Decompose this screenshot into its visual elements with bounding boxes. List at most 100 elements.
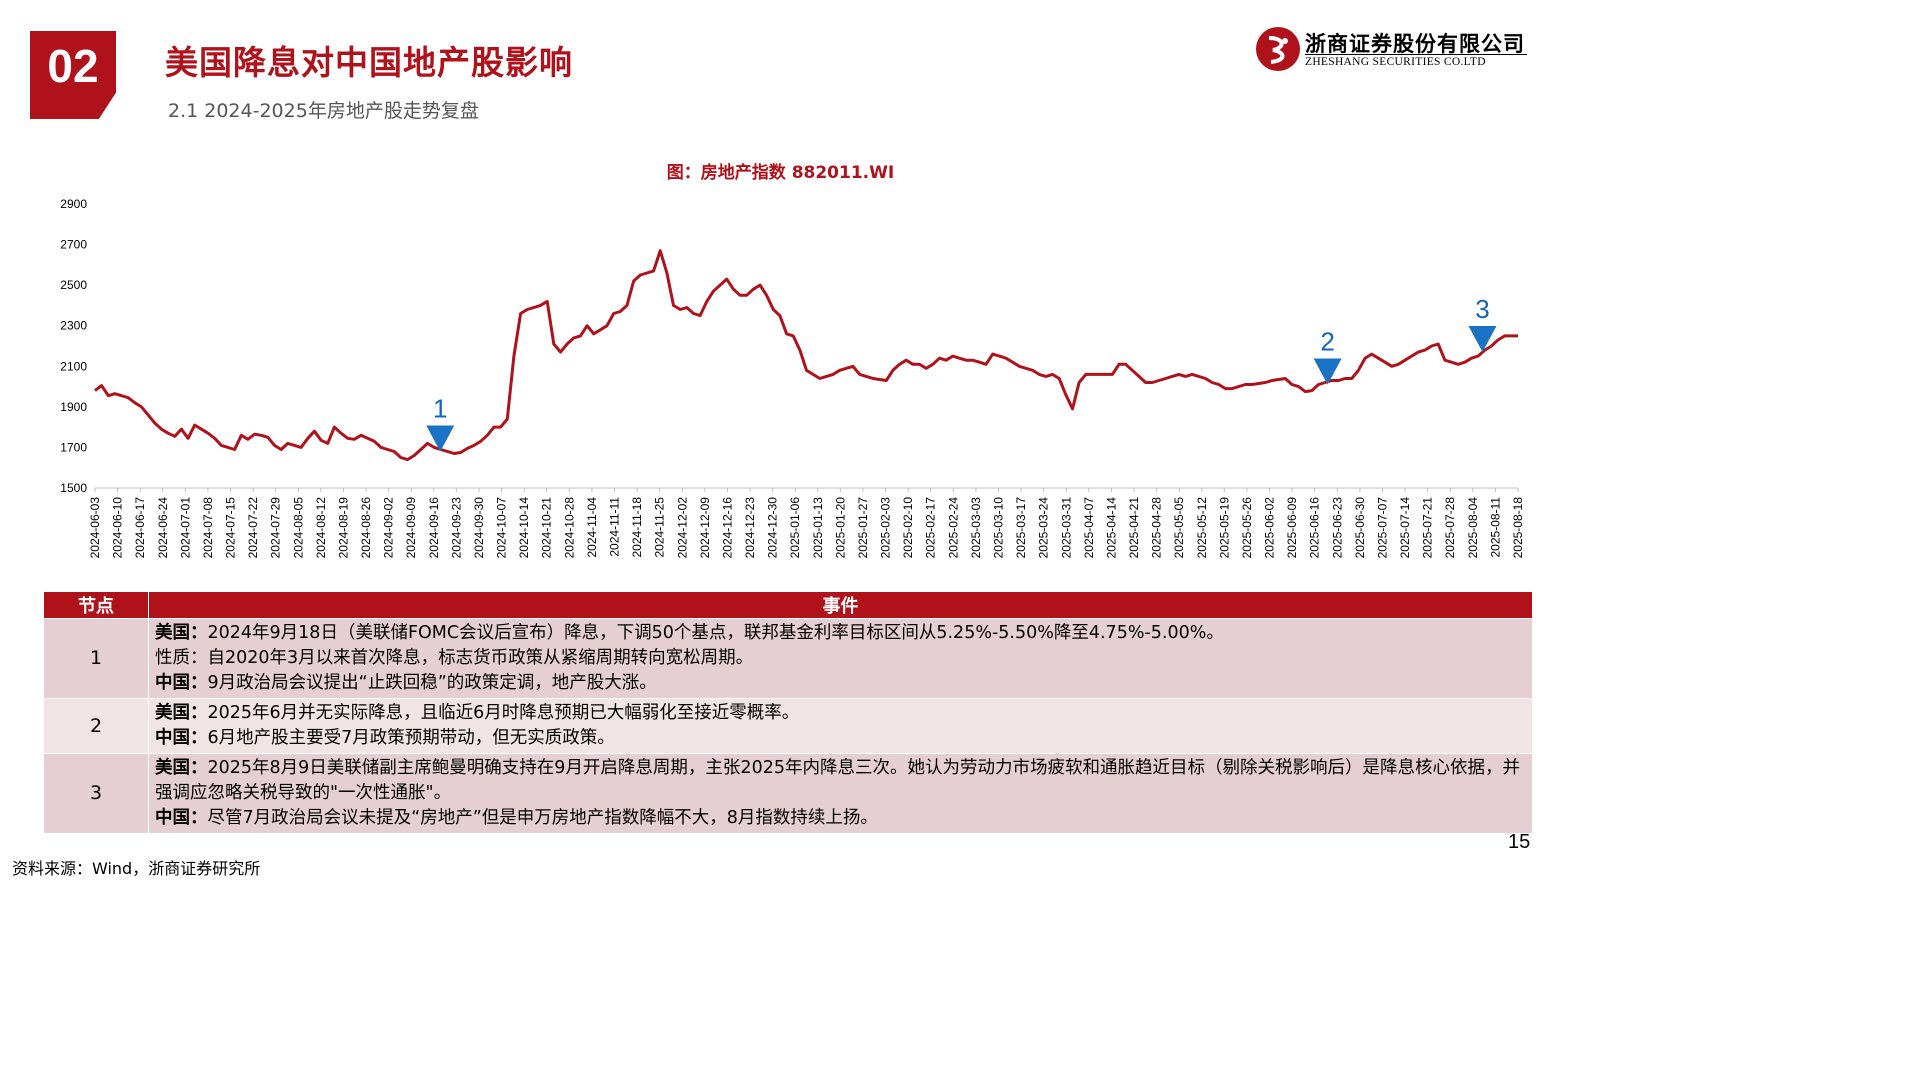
x-tick-label: 2025-01-06 <box>788 497 802 559</box>
event-line: 美国：2025年6月并无实际降息，且临近6月时降息预期已大幅弱化至接近零概率。 <box>155 701 1524 726</box>
event-line: 性质：自2020年3月以来首次降息，标志货币政策从紧缩周期转向宽松周期。 <box>155 646 1524 671</box>
x-tick-label: 2025-06-30 <box>1353 497 1367 559</box>
y-tick-label: 2500 <box>60 278 87 292</box>
x-tick-label: 2024-11-18 <box>630 497 644 558</box>
x-tick-label: 2024-11-11 <box>608 497 622 557</box>
x-tick-label: 2024-07-22 <box>246 497 260 559</box>
header-event: 事件 <box>148 591 1533 619</box>
x-tick-label: 2024-07-29 <box>269 497 283 559</box>
y-tick-label: 2100 <box>60 359 87 373</box>
x-tick-label: 2024-10-14 <box>517 497 531 559</box>
x-tick-label: 2025-05-05 <box>1172 497 1186 559</box>
chart-title: 图：房地产指数 882011.WI <box>666 163 895 183</box>
event-cell: 美国：2024年9月18日（美联储FOMC会议后宣布）降息，下调50个基点，联邦… <box>148 618 1533 699</box>
logo-divider <box>1305 54 1527 55</box>
x-tick-label: 2024-08-05 <box>291 497 305 559</box>
x-tick-label: 2024-10-07 <box>495 497 509 559</box>
x-tick-label: 2024-12-09 <box>698 497 712 559</box>
x-tick-label: 2024-06-24 <box>156 497 170 559</box>
x-tick-label: 2024-09-02 <box>382 497 396 559</box>
event-cell: 美国：2025年8月9日美联储副主席鲍曼明确支持在9月开启降息周期，主张2025… <box>148 753 1533 834</box>
x-tick-label: 2024-08-26 <box>359 497 373 559</box>
event-line-text: 性质：自2020年3月以来首次降息，标志货币政策从紧缩周期转向宽松周期。 <box>155 648 754 668</box>
marker-triangle-icon <box>1468 326 1497 353</box>
marker-label: 1 <box>433 393 447 423</box>
event-line-label: 中国： <box>155 673 208 693</box>
x-tick-label: 2024-10-28 <box>562 497 576 559</box>
event-line-label: 中国： <box>155 808 208 828</box>
x-tick-label: 2025-08-18 <box>1511 497 1525 559</box>
source-note: 资料来源：Wind，浙商证券研究所 <box>12 859 261 878</box>
event-line: 美国：2024年9月18日（美联储FOMC会议后宣布）降息，下调50个基点，联邦… <box>155 621 1524 646</box>
x-tick-label: 2024-10-21 <box>540 497 554 559</box>
x-tick-label: 2025-06-16 <box>1308 497 1322 559</box>
event-line-text: 9月政治局会议提出“止跌回稳”的政策定调，地产股大涨。 <box>207 673 657 693</box>
x-tick-label: 2025-03-10 <box>991 497 1005 559</box>
event-cell: 美国：2025年6月并无实际降息，且临近6月时降息预期已大幅弱化至接近零概率。 … <box>148 698 1533 754</box>
x-tick-label: 2024-12-30 <box>766 497 780 559</box>
line-chart: 1500 1700 1900 2100 2300 2500 2700 2900 2024-06-… <box>60 197 1525 559</box>
node-cell: 2 <box>43 698 149 754</box>
x-tick-label: 2024-06-10 <box>111 497 125 559</box>
x-tick-label: 2025-07-28 <box>1443 497 1457 559</box>
x-tick-label: 2024-08-19 <box>336 497 350 559</box>
table-row: 1 美国：2024年9月18日（美联储FOMC会议后宣布）降息，下调50个基点，… <box>43 618 1533 699</box>
y-tick-label: 1700 <box>60 440 87 454</box>
y-tick-label: 2700 <box>60 238 87 252</box>
event-line-text: 2025年6月并无实际降息，且临近6月时降息预期已大幅弱化至接近零概率。 <box>207 703 800 723</box>
x-tick-label: 2025-04-07 <box>1082 497 1096 559</box>
table-row: 3 美国：2025年8月9日美联储副主席鲍曼明确支持在9月开启降息周期，主张20… <box>43 753 1533 834</box>
x-tick-label: 2025-08-11 <box>1488 497 1502 558</box>
x-tick-label: 2025-06-09 <box>1285 497 1299 559</box>
x-tick-label: 2025-08-04 <box>1466 497 1480 559</box>
x-tick-label: 2024-07-01 <box>178 497 192 559</box>
company-logo: 浙商证券股份有限公司 ZHESHANG SECURITIES CO.LTD <box>1255 26 1535 76</box>
event-line: 中国：尽管7月政治局会议未提及“房地产”但是申万房地产指数降幅不大，8月指数持续… <box>155 806 1524 831</box>
x-tick-label: 2025-06-02 <box>1263 497 1277 559</box>
event-line-text: 2025年8月9日美联储副主席鲍曼明确支持在9月开启降息周期，主张2025年内降… <box>155 758 1520 803</box>
header-node: 节点 <box>43 591 149 619</box>
x-tick-label: 2024-09-30 <box>472 497 486 559</box>
event-line-label: 美国： <box>155 758 208 778</box>
x-tick-label: 2025-02-24 <box>946 497 960 559</box>
y-tick-label: 1500 <box>60 481 87 495</box>
x-tick-label: 2025-02-03 <box>879 497 893 559</box>
marker-triangle-icon <box>426 425 455 452</box>
index-series-line <box>94 249 1518 462</box>
x-tick-label: 2024-09-16 <box>427 497 441 559</box>
x-tick-label: 2025-04-21 <box>1127 497 1141 559</box>
marker-label: 2 <box>1320 327 1334 357</box>
y-tick-label: 1900 <box>60 400 87 414</box>
event-line-label: 美国： <box>155 703 208 723</box>
logo-name-cn: 浙商证券股份有限公司 <box>1305 32 1525 56</box>
x-tick-label: 2024-09-23 <box>449 497 463 559</box>
x-tick-label: 2024-11-25 <box>653 497 667 558</box>
x-tick-label: 2024-12-16 <box>720 497 734 559</box>
x-tick-label: 2025-03-31 <box>1059 497 1073 559</box>
x-tick-label: 2025-04-14 <box>1104 497 1118 559</box>
x-tick-label: 2025-07-21 <box>1421 497 1435 559</box>
x-tick-label: 2024-07-08 <box>201 497 215 559</box>
x-tick-label: 2025-01-20 <box>833 497 847 559</box>
event-line-text: 尽管7月政治局会议未提及“房地产”但是申万房地产指数降幅不大，8月指数持续上扬。 <box>207 808 878 828</box>
section-number: 02 <box>47 40 99 92</box>
table-row: 2 美国：2025年6月并无实际降息，且临近6月时降息预期已大幅弱化至接近零概率… <box>43 698 1533 754</box>
logo-name-en: ZHESHANG SECURITIES CO.LTD <box>1305 56 1486 68</box>
page-title: 美国降息对中国地产股影响 <box>165 43 573 82</box>
marker-triangle-icon <box>1313 358 1342 385</box>
section-badge: 02 <box>30 31 116 119</box>
x-tick-label: 2025-02-17 <box>924 497 938 559</box>
events-table-header: 节点 事件 <box>43 591 1533 619</box>
page-subtitle: 2.1 2024-2025年房地产股走势复盘 <box>168 100 479 122</box>
x-tick-label: 2024-08-12 <box>314 497 328 559</box>
x-tick-label: 2025-05-19 <box>1217 497 1231 559</box>
y-tick-label: 2300 <box>60 319 87 333</box>
event-line-label: 美国： <box>155 623 208 643</box>
event-line-text: 6月地产股主要受7月政策预期带动，但无实质政策。 <box>207 728 615 748</box>
x-tick-label: 2024-12-23 <box>743 497 757 559</box>
x-tick-label: 2024-06-03 <box>88 497 102 559</box>
x-tick-label: 2025-07-14 <box>1398 497 1412 559</box>
y-tick-label: 2900 <box>60 197 87 211</box>
node-cell: 3 <box>43 753 149 834</box>
x-tick-label: 2025-02-10 <box>901 497 915 559</box>
